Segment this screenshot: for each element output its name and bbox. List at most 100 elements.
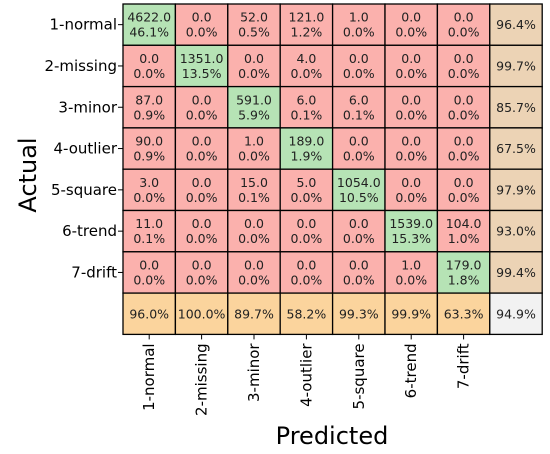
row-total-4-value: 67.5% xyxy=(496,141,536,156)
cell-r5-c2-count: 0.0 xyxy=(192,175,212,190)
cell-r7-c3-percent: 0.0% xyxy=(238,272,270,287)
cell-r4-c1-percent: 0.9% xyxy=(133,149,165,164)
cell-r2-c6-percent: 0.0% xyxy=(395,66,427,81)
cell-r5-c5: 1054.010.5% xyxy=(331,168,386,212)
cell-r4-c5-bg xyxy=(331,127,386,170)
cell-r4-c4-count: 189.0 xyxy=(289,134,325,149)
cell-r1-c3-percent: 0.5% xyxy=(238,25,270,40)
cell-r7-c1: 0.00.0% xyxy=(122,251,177,294)
cell-r1-c7: 0.00.0% xyxy=(436,3,491,46)
row-total-6: 93.0% xyxy=(489,209,543,253)
cell-r1-c4-percent: 1.2% xyxy=(291,25,323,40)
col-total-3-bg xyxy=(227,292,281,336)
cell-r3-c5-count: 6.0 xyxy=(349,92,369,107)
col-label-3-minor: 3-minor xyxy=(245,343,263,402)
cell-r4-c1-count: 90.0 xyxy=(135,134,163,149)
cell-r5-c6-percent: 0.0% xyxy=(395,190,427,205)
cell-r1-c6-bg xyxy=(384,3,439,46)
cell-r7-c5-count: 0.0 xyxy=(349,257,369,272)
cell-r3-c3: 591.05.9% xyxy=(227,85,281,129)
col-total-2-value: 100.0% xyxy=(178,306,226,321)
cell-r6-c4-percent: 0.0% xyxy=(291,231,323,246)
cell-r2-c2-percent: 13.5% xyxy=(182,66,222,81)
cell-r6-c6: 1539.015.3% xyxy=(384,209,439,253)
cell-r2-c5-percent: 0.0% xyxy=(343,66,375,81)
cell-r2-c2: 1351.013.5% xyxy=(174,44,229,88)
cell-r6-c3-percent: 0.0% xyxy=(238,231,270,246)
matrix-cells: 4622.046.1%0.00.0%52.00.5%121.01.2%1.00.… xyxy=(122,3,543,336)
row-total-7: 99.4% xyxy=(489,251,543,294)
cell-r3-c1: 87.00.9% xyxy=(122,85,177,129)
cell-r4-c3-bg xyxy=(227,127,281,170)
overall-accuracy: 94.9% xyxy=(489,292,543,336)
row-labels: 1-normal 2-missing 3-minor 4-outlier 5-squar… xyxy=(44,16,123,281)
cell-r5-c4-bg xyxy=(279,168,334,212)
cell-r5-c6-count: 0.0 xyxy=(401,175,421,190)
cell-r4-c3: 1.00.0% xyxy=(227,127,281,170)
cell-r7-c7: 179.01.8% xyxy=(436,251,491,294)
col-total-7-value: 63.3% xyxy=(444,306,484,321)
cell-r6-c4-count: 0.0 xyxy=(296,216,316,231)
cell-r4-c6-percent: 0.0% xyxy=(395,149,427,164)
cell-r1-c6-percent: 0.0% xyxy=(395,25,427,40)
cell-r2-c4-percent: 0.0% xyxy=(291,66,323,81)
cell-r3-c7: 0.00.0% xyxy=(436,85,491,129)
cell-r2-c1: 0.00.0% xyxy=(122,44,177,88)
cell-r2-c3-percent: 0.0% xyxy=(238,66,270,81)
cell-r5-c1: 3.00.0% xyxy=(122,168,177,212)
cell-r7-c2-count: 0.0 xyxy=(192,257,212,272)
cell-r2-c4-count: 4.0 xyxy=(296,51,316,66)
row-total-5: 97.9% xyxy=(489,168,543,212)
cell-r6-c5: 0.00.0% xyxy=(331,209,386,253)
cell-r5-c7-percent: 0.0% xyxy=(448,190,480,205)
cell-r7-c1-count: 0.0 xyxy=(139,257,159,272)
cell-r3-c1-percent: 0.9% xyxy=(133,107,165,122)
cell-r7-c1-percent: 0.0% xyxy=(133,272,165,287)
col-total-1: 96.0% xyxy=(122,292,177,336)
row-total-2-bg xyxy=(489,44,543,88)
col-label-5-square: 5-square xyxy=(350,343,368,409)
row-total-3-bg xyxy=(489,85,543,129)
row-total-4: 67.5% xyxy=(489,127,543,170)
col-total-2: 100.0% xyxy=(174,292,229,336)
cell-r1-c4: 121.01.2% xyxy=(279,3,334,46)
cell-r6-c6-count: 1539.0 xyxy=(389,216,433,231)
cell-r6-c7: 104.01.0% xyxy=(436,209,491,253)
cell-r5-c5-percent: 10.5% xyxy=(339,190,379,205)
cell-r1-c5-count: 1.0 xyxy=(349,10,369,25)
row-label-4-outlier: 4-outlier xyxy=(53,140,117,158)
row-total-7-value: 99.4% xyxy=(496,265,536,280)
cell-r3-c6: 0.00.0% xyxy=(384,85,439,129)
cell-r7-c6: 1.00.0% xyxy=(384,251,439,294)
cell-r1-c6-count: 0.0 xyxy=(401,10,421,25)
cell-r2-c3: 0.00.0% xyxy=(227,44,281,88)
cell-r3-c7-bg xyxy=(436,85,491,129)
row-total-1-bg xyxy=(489,3,543,46)
cell-r5-c7: 0.00.0% xyxy=(436,168,491,212)
col-total-4: 58.2% xyxy=(279,292,334,336)
col-total-4-value: 58.2% xyxy=(287,306,327,321)
column-labels: 1-normal 2-missing 3-minor 4-outlier 5-squar… xyxy=(140,334,473,416)
cell-r5-c1-count: 3.0 xyxy=(139,175,159,190)
cell-r7-c5-bg xyxy=(331,251,386,294)
cell-r4-c3-count: 1.0 xyxy=(244,134,264,149)
cell-r7-c7-count: 179.0 xyxy=(446,257,482,272)
cell-r3-c5-bg xyxy=(331,85,386,129)
row-total-6-value: 93.0% xyxy=(496,224,536,239)
row-total-1-value: 96.4% xyxy=(496,17,536,32)
y-axis-title: Actual xyxy=(14,137,42,212)
cell-r3-c5-percent: 0.1% xyxy=(343,107,375,122)
cell-r3-c3-count: 591.0 xyxy=(236,92,272,107)
cell-r2-c3-count: 0.0 xyxy=(244,51,264,66)
cell-r5-c4: 5.00.0% xyxy=(279,168,334,212)
col-total-6: 99.9% xyxy=(384,292,439,336)
cell-r2-c4: 4.00.0% xyxy=(279,44,334,88)
cell-r1-c6: 0.00.0% xyxy=(384,3,439,46)
cell-r6-c2-count: 0.0 xyxy=(192,216,212,231)
cell-r4-c6-count: 0.0 xyxy=(401,134,421,149)
cell-r2-c7-count: 0.0 xyxy=(454,51,474,66)
cell-r4-c3-percent: 0.0% xyxy=(238,149,270,164)
cell-r6-c2-bg xyxy=(174,209,229,253)
cell-r3-c2-percent: 0.0% xyxy=(186,107,218,122)
row-total-5-value: 97.9% xyxy=(496,182,536,197)
